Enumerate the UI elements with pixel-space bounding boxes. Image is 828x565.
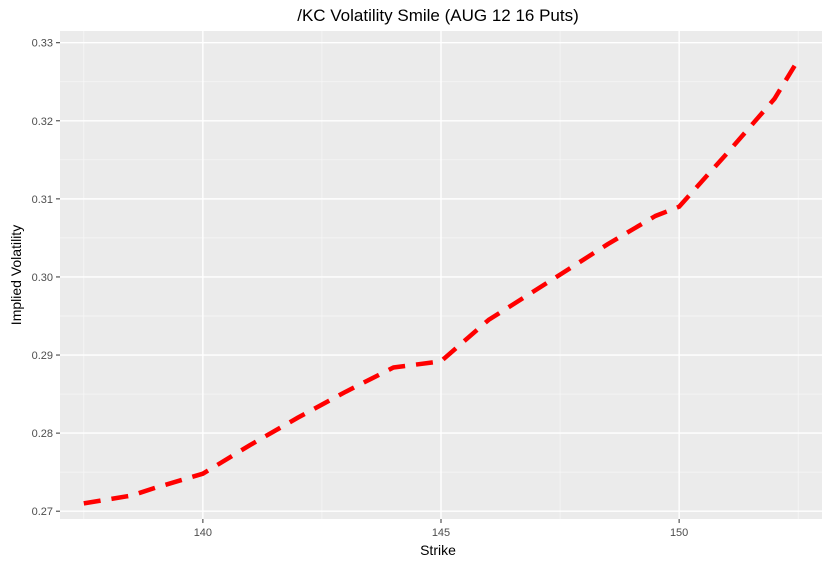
y-tick-label: 0.29 (32, 350, 53, 362)
x-tick-label: 150 (670, 527, 688, 539)
y-axis: 0.27 0.28 0.29 0.30 0.31 0.32 0.33 (32, 38, 60, 518)
y-axis-title: Implied Volatility (8, 225, 24, 325)
y-tick-label: 0.30 (32, 272, 53, 284)
y-tick-label: 0.27 (32, 506, 53, 518)
y-tick-label: 0.31 (32, 194, 53, 206)
x-tick-label: 140 (194, 527, 212, 539)
y-tick-label: 0.28 (32, 428, 53, 440)
x-axis: 140 145 150 (194, 519, 688, 539)
x-axis-title: Strike (420, 542, 456, 558)
y-tick-label: 0.33 (32, 38, 53, 50)
chart-title: /KC Volatility Smile (AUG 12 16 Puts) (297, 6, 579, 25)
major-gridlines (60, 31, 822, 519)
x-tick-label: 145 (432, 527, 450, 539)
y-tick-label: 0.32 (32, 116, 53, 128)
